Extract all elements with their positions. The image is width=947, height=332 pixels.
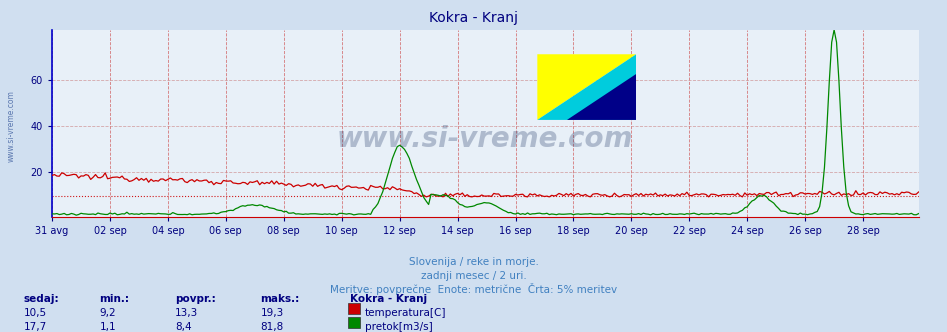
Text: www.si-vreme.com: www.si-vreme.com (337, 125, 634, 153)
Text: 9,2: 9,2 (99, 308, 116, 318)
Text: 19,3: 19,3 (260, 308, 284, 318)
Text: 1,1: 1,1 (99, 322, 116, 332)
Text: Kokra - Kranj: Kokra - Kranj (429, 11, 518, 25)
Text: sedaj:: sedaj: (24, 294, 60, 304)
Text: min.:: min.: (99, 294, 130, 304)
Text: pretok[m3/s]: pretok[m3/s] (365, 322, 433, 332)
Polygon shape (537, 54, 636, 120)
Text: 17,7: 17,7 (24, 322, 47, 332)
Polygon shape (537, 54, 636, 120)
Text: 8,4: 8,4 (175, 322, 192, 332)
Text: povpr.:: povpr.: (175, 294, 216, 304)
Text: www.si-vreme.com: www.si-vreme.com (7, 90, 16, 162)
Polygon shape (567, 74, 636, 120)
Text: Slovenija / reke in morje.: Slovenija / reke in morje. (408, 257, 539, 267)
Text: temperatura[C]: temperatura[C] (365, 308, 446, 318)
Text: zadnji mesec / 2 uri.: zadnji mesec / 2 uri. (420, 271, 527, 281)
Text: Meritve: povprečne  Enote: metrične  Črta: 5% meritev: Meritve: povprečne Enote: metrične Črta:… (330, 283, 617, 295)
Text: 10,5: 10,5 (24, 308, 46, 318)
Text: 13,3: 13,3 (175, 308, 199, 318)
Text: Kokra - Kranj: Kokra - Kranj (350, 294, 427, 304)
Text: 81,8: 81,8 (260, 322, 284, 332)
Text: maks.:: maks.: (260, 294, 299, 304)
